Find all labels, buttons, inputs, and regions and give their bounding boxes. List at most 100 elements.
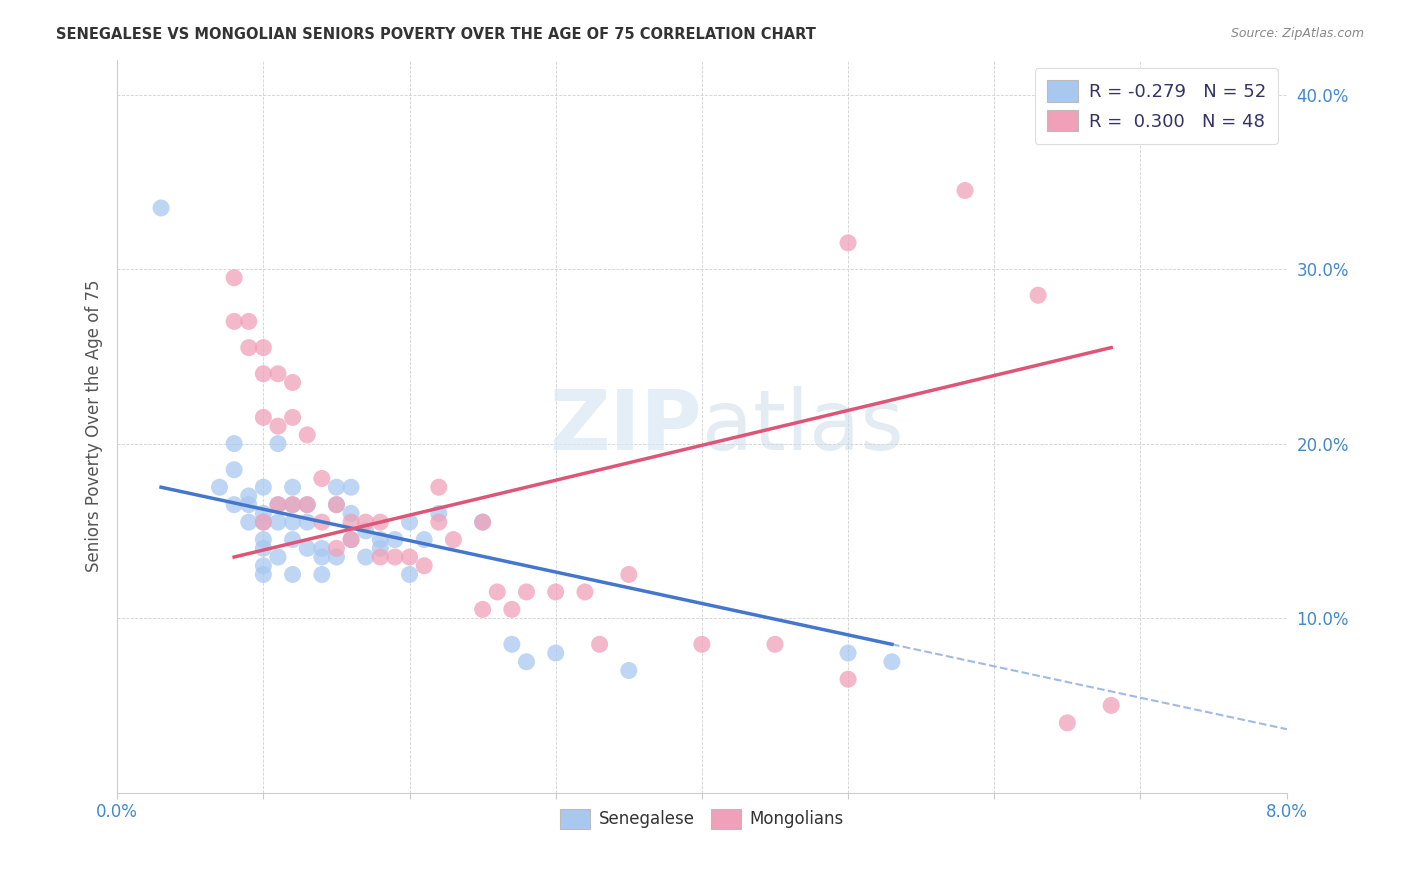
Point [515, 585, 537, 599]
Point [588, 637, 610, 651]
Point [297, 515, 319, 529]
Point [297, 498, 319, 512]
Point [311, 567, 333, 582]
Point [281, 498, 304, 512]
Point [238, 314, 260, 328]
Point [617, 567, 640, 582]
Point [267, 419, 290, 434]
Text: ZIP: ZIP [550, 385, 702, 467]
Point [297, 498, 319, 512]
Point [953, 184, 976, 198]
Point [325, 549, 347, 564]
Point [340, 533, 363, 547]
Point [281, 567, 304, 582]
Point [297, 428, 319, 442]
Point [224, 314, 246, 328]
Point [325, 498, 347, 512]
Point [880, 655, 903, 669]
Point [238, 515, 260, 529]
Point [837, 646, 859, 660]
Point [252, 533, 274, 547]
Point [252, 515, 274, 529]
Point [427, 480, 450, 494]
Point [252, 507, 274, 521]
Point [690, 637, 713, 651]
Point [325, 541, 347, 556]
Legend: Senegalese, Mongolians: Senegalese, Mongolians [554, 802, 851, 836]
Point [281, 515, 304, 529]
Point [281, 533, 304, 547]
Point [325, 498, 347, 512]
Point [311, 471, 333, 485]
Point [267, 498, 290, 512]
Point [281, 376, 304, 390]
Point [837, 672, 859, 686]
Point [368, 541, 391, 556]
Point [267, 515, 290, 529]
Point [837, 235, 859, 250]
Point [340, 480, 363, 494]
Point [427, 507, 450, 521]
Point [252, 480, 274, 494]
Point [501, 637, 523, 651]
Y-axis label: Seniors Poverty Over the Age of 75: Seniors Poverty Over the Age of 75 [86, 280, 103, 573]
Point [252, 558, 274, 573]
Point [441, 533, 464, 547]
Point [354, 515, 377, 529]
Point [354, 549, 377, 564]
Text: atlas: atlas [702, 385, 904, 467]
Point [544, 646, 567, 660]
Point [252, 567, 274, 582]
Point [617, 664, 640, 678]
Point [224, 498, 246, 512]
Point [311, 549, 333, 564]
Point [238, 498, 260, 512]
Point [340, 515, 363, 529]
Point [1026, 288, 1049, 302]
Point [252, 515, 274, 529]
Point [398, 549, 420, 564]
Point [252, 541, 274, 556]
Text: Source: ZipAtlas.com: Source: ZipAtlas.com [1230, 27, 1364, 40]
Point [384, 533, 406, 547]
Point [252, 367, 274, 381]
Point [368, 549, 391, 564]
Point [354, 524, 377, 538]
Point [238, 489, 260, 503]
Point [267, 498, 290, 512]
Point [252, 410, 274, 425]
Point [413, 558, 436, 573]
Point [224, 270, 246, 285]
Point [1056, 715, 1078, 730]
Point [398, 567, 420, 582]
Point [297, 541, 319, 556]
Point [238, 341, 260, 355]
Point [267, 436, 290, 450]
Point [384, 549, 406, 564]
Point [267, 549, 290, 564]
Point [252, 341, 274, 355]
Point [281, 498, 304, 512]
Point [150, 201, 173, 215]
Point [224, 436, 246, 450]
Point [311, 541, 333, 556]
Point [281, 410, 304, 425]
Point [763, 637, 786, 651]
Point [325, 480, 347, 494]
Point [413, 533, 436, 547]
Point [544, 585, 567, 599]
Point [574, 585, 596, 599]
Point [501, 602, 523, 616]
Point [368, 515, 391, 529]
Point [368, 533, 391, 547]
Point [471, 515, 494, 529]
Point [340, 533, 363, 547]
Point [340, 507, 363, 521]
Point [1099, 698, 1122, 713]
Point [427, 515, 450, 529]
Text: SENEGALESE VS MONGOLIAN SENIORS POVERTY OVER THE AGE OF 75 CORRELATION CHART: SENEGALESE VS MONGOLIAN SENIORS POVERTY … [56, 27, 815, 42]
Point [471, 515, 494, 529]
Point [515, 655, 537, 669]
Point [208, 480, 231, 494]
Point [398, 515, 420, 529]
